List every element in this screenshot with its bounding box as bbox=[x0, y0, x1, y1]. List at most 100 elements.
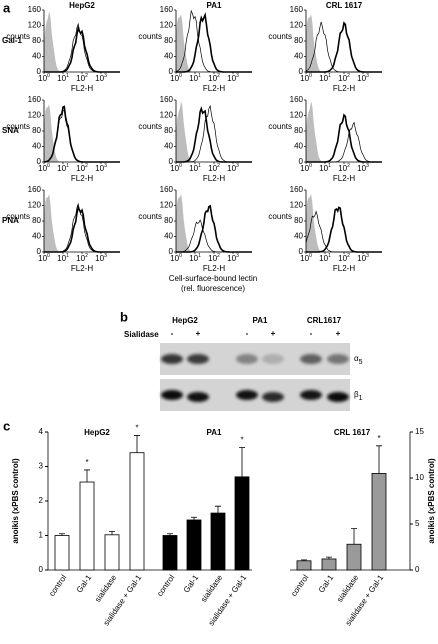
isotype-histogram bbox=[176, 101, 252, 162]
error-bar bbox=[351, 528, 357, 545]
x-tick-label: 100 bbox=[300, 163, 312, 173]
y-tick-label: 160 bbox=[28, 95, 42, 104]
x-tick-label: 102 bbox=[338, 253, 350, 263]
x-axis-label: FL2-H bbox=[203, 84, 225, 93]
y-tick-label: 120 bbox=[28, 201, 42, 210]
x-tick-label: sialidase bbox=[335, 573, 361, 604]
lane-sign: - bbox=[171, 329, 174, 338]
tick-base: 10 bbox=[319, 164, 328, 173]
tick-base: 10 bbox=[57, 74, 66, 83]
y-tick-label: 160 bbox=[290, 5, 304, 14]
x-tick-label: 100 bbox=[170, 73, 182, 83]
x-axis-label: FL2-H bbox=[71, 264, 93, 273]
y-tick-label: 40 bbox=[164, 142, 173, 151]
tick-exponent: 1 bbox=[328, 163, 331, 169]
bar bbox=[162, 535, 178, 571]
x-axis-label: FL2-H bbox=[71, 174, 93, 183]
cell-line-label: CRL1617 bbox=[307, 316, 342, 325]
x-tick-label: 101 bbox=[57, 73, 69, 83]
x-axis-label: FL2-H bbox=[333, 174, 355, 183]
tick-exponent: 1 bbox=[66, 73, 69, 79]
protein-symbol: α bbox=[354, 354, 359, 363]
y-axis-label: counts bbox=[6, 122, 30, 131]
x-tick-label: 101 bbox=[189, 163, 201, 173]
x-tick-label: 102 bbox=[208, 73, 220, 83]
y-tick-label: 160 bbox=[290, 95, 304, 104]
group-title: HepG2 bbox=[84, 428, 110, 437]
tick-base: 10 bbox=[338, 254, 347, 263]
protein-symbol: β bbox=[354, 390, 359, 399]
tick-exponent: 0 bbox=[47, 73, 50, 79]
tick-exponent: 3 bbox=[366, 73, 369, 79]
cell-line-label: HepG2 bbox=[172, 316, 198, 325]
y-tick-label: 160 bbox=[290, 185, 304, 194]
x-tick-label: 103 bbox=[357, 163, 369, 173]
tick-base: 10 bbox=[357, 74, 366, 83]
y-axis-label: counts bbox=[138, 122, 162, 131]
error-bar bbox=[134, 435, 140, 453]
y-tick-label: 0 bbox=[169, 157, 174, 166]
tick-exponent: 2 bbox=[347, 163, 350, 169]
isotype-histogram bbox=[306, 101, 382, 162]
x-tick-label: 101 bbox=[319, 163, 331, 173]
x-tick-label: 100 bbox=[170, 253, 182, 263]
caption: (rel. fluorescence) bbox=[181, 284, 245, 293]
tick-exponent: 2 bbox=[347, 73, 350, 79]
error-bar bbox=[59, 533, 65, 536]
y-tick-label: 160 bbox=[160, 95, 174, 104]
lane-sign: + bbox=[196, 329, 201, 338]
tick-base: 10 bbox=[208, 254, 217, 263]
x-axis-label: FL2-H bbox=[203, 264, 225, 273]
x-tick-label: Gal-1 bbox=[182, 573, 201, 595]
tick-base: 10 bbox=[76, 254, 85, 263]
significance-marker: * bbox=[377, 434, 380, 443]
tick-base: 10 bbox=[189, 74, 198, 83]
treatment-label: Sialidase bbox=[124, 330, 159, 339]
x-tick-label: 100 bbox=[38, 163, 50, 173]
x-tick-label: 103 bbox=[357, 253, 369, 263]
y-axis-label: counts bbox=[6, 212, 30, 221]
tick-base: 10 bbox=[208, 74, 217, 83]
tick-exponent: 3 bbox=[104, 163, 107, 169]
tick-exponent: 2 bbox=[85, 73, 88, 79]
x-tick-label: 100 bbox=[38, 73, 50, 83]
y-tick-label: 0 bbox=[299, 67, 304, 76]
bar bbox=[371, 472, 387, 571]
x-tick-label: 103 bbox=[227, 253, 239, 263]
y-tick-label: 160 bbox=[160, 5, 174, 14]
tick-exponent: 2 bbox=[217, 253, 220, 259]
y-axis-label: counts bbox=[268, 212, 292, 221]
tick-base: 10 bbox=[208, 164, 217, 173]
tick-exponent: 3 bbox=[236, 73, 239, 79]
x-tick-label: 101 bbox=[57, 253, 69, 263]
error-bar bbox=[109, 530, 115, 535]
column-title: PA1 bbox=[207, 1, 223, 10]
isotype-histogram bbox=[176, 194, 252, 252]
y-tick-label: 120 bbox=[28, 111, 42, 120]
bar bbox=[79, 481, 95, 571]
bar bbox=[210, 512, 226, 571]
tick-exponent: 1 bbox=[198, 253, 201, 259]
x-tick-label: 103 bbox=[227, 163, 239, 173]
bar bbox=[296, 560, 312, 571]
tick-base: 10 bbox=[227, 254, 236, 263]
y-axis-label: anoikis (xPBS control) bbox=[11, 458, 20, 544]
bar bbox=[186, 519, 202, 571]
y2-tick-label: 10 bbox=[415, 473, 424, 482]
tick-base: 10 bbox=[227, 74, 236, 83]
y-tick-label: 120 bbox=[160, 21, 174, 30]
tick-base: 10 bbox=[357, 164, 366, 173]
x-tick-label: 100 bbox=[170, 163, 182, 173]
x-tick-label: 103 bbox=[357, 73, 369, 83]
tick-base: 10 bbox=[76, 164, 85, 173]
x-tick-label: Gal-1 bbox=[75, 573, 94, 595]
protein-subscript: 5 bbox=[359, 359, 363, 366]
isotype-histogram bbox=[306, 194, 382, 252]
y-tick-label: 4 bbox=[39, 427, 44, 436]
y-tick-label: 160 bbox=[28, 5, 42, 14]
x-tick-label: control bbox=[47, 573, 68, 598]
